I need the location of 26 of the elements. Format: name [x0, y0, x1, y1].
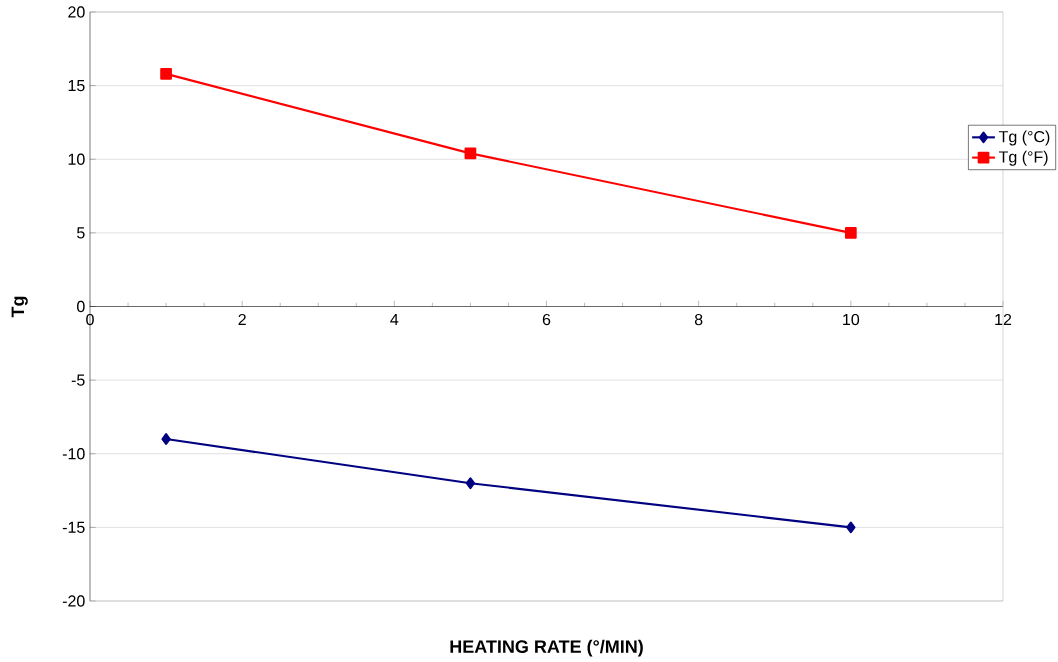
- y-axis-title: Tg: [11, 296, 28, 318]
- y-tick-label: -10: [62, 448, 85, 460]
- x-axis-title: HEATING RATE (°/MIN): [450, 639, 643, 657]
- point: [464, 147, 477, 160]
- point: [161, 433, 171, 445]
- x-tick-label: 12: [995, 313, 1012, 326]
- x-tick-label: 8: [694, 313, 703, 326]
- y-tick-label: -20: [62, 595, 85, 607]
- y-tick-label: 5: [77, 227, 85, 239]
- x-tick-label: 6: [542, 313, 551, 326]
- y-tick-label: 0: [77, 300, 85, 313]
- point: [465, 477, 476, 490]
- y-tick-label: -15: [62, 521, 85, 533]
- x-tick-label: 2: [238, 313, 246, 326]
- y-tick-label: 15: [68, 80, 85, 92]
- legend-label: Tg (°C): [998, 130, 1050, 146]
- y-tick-label: 10: [68, 153, 85, 165]
- x-tick-label: 4: [390, 313, 399, 325]
- point: [846, 521, 856, 534]
- y-tick-label: 20: [68, 6, 85, 18]
- x-tick-label: 0: [86, 313, 94, 326]
- x-tick-label: 10: [843, 313, 860, 326]
- point: [844, 227, 857, 239]
- legend-label: Tg (°F): [998, 150, 1048, 166]
- y-tick-label: -5: [71, 374, 85, 386]
- point: [160, 67, 172, 80]
